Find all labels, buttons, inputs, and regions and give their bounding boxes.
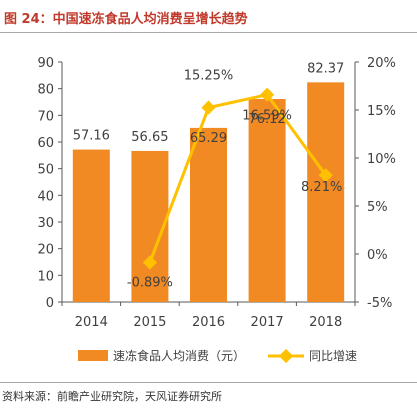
legend-line-label: 同比增速: [309, 349, 357, 363]
x-tick-label: 2017: [251, 315, 284, 330]
y-right-tick-label: 15%: [367, 104, 396, 119]
bar: [248, 99, 286, 302]
growth-point: [201, 100, 216, 115]
source-divider: [0, 382, 417, 383]
y-left-tick-label: 60: [37, 136, 54, 151]
y-left-tick-label: 90: [37, 56, 54, 71]
bar-data-label: 82.37: [307, 61, 344, 76]
bar-data-label: 56.65: [131, 130, 168, 145]
x-tick-label: 2016: [192, 315, 225, 330]
line-data-label: 16.59%: [242, 109, 292, 124]
y-right-tick-label: 0%: [367, 248, 388, 263]
growth-point: [318, 168, 333, 183]
bar-data-label: 57.16: [73, 129, 110, 144]
line-data-label: 8.21%: [301, 180, 342, 195]
y-left-tick-label: 80: [37, 83, 54, 98]
legend-bar-swatch: [78, 350, 108, 361]
bar: [190, 127, 227, 302]
y-left-tick-label: 20: [37, 243, 54, 258]
y-right-tick-label: 5%: [367, 200, 388, 215]
y-left-tick-label: 50: [37, 163, 54, 178]
x-tick-label: 2014: [75, 315, 108, 330]
y-left-tick-label: 30: [37, 216, 54, 231]
y-right-tick-label: -5%: [367, 296, 392, 311]
figure-title: 图 24：中国速冻食品人均消费呈增长趋势: [4, 12, 248, 27]
bar: [307, 82, 345, 302]
growth-point: [260, 87, 275, 102]
y-left-tick-label: 40: [37, 189, 54, 204]
x-tick-label: 2018: [309, 315, 342, 330]
y-right-tick-label: 20%: [367, 56, 396, 71]
bar: [72, 149, 110, 302]
legend-line-marker: [278, 348, 294, 364]
source-note: 资料来源：前瞻产业研究院，天风证券研究所: [2, 390, 222, 403]
bar-data-label: 65.29: [190, 131, 227, 146]
x-tick-label: 2015: [133, 315, 166, 330]
y-left-tick-label: 10: [37, 269, 54, 284]
legend-bar-label: 速冻食品人均消费（元）: [113, 348, 245, 363]
title-divider: [0, 32, 417, 33]
y-left-tick-label: 70: [37, 109, 54, 124]
line-data-label: -0.89%: [127, 276, 173, 291]
combo-chart: 0 10 20 30 40 50 60 70 80 90 -5% 0% 5% 10% 15% 20% 2014 2…: [37, 56, 396, 364]
growth-line: [148, 93, 327, 264]
line-data-label: 15.25%: [184, 69, 234, 84]
bar-data-label: 76.12: [248, 112, 285, 127]
y-left-tick-label: 0: [46, 296, 54, 311]
growth-point: [142, 255, 157, 270]
y-right-tick-label: 10%: [367, 152, 396, 167]
